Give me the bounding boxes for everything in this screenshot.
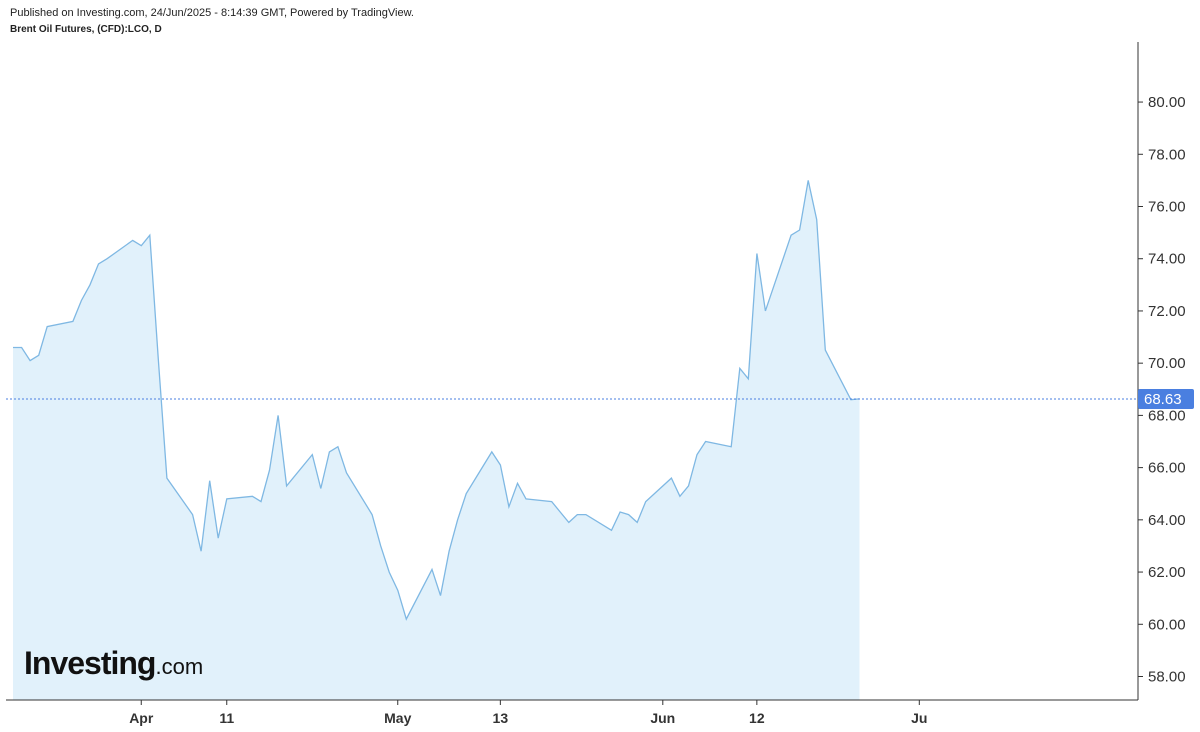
x-tick-label: Jun (650, 710, 675, 726)
logo-brand: Investing (24, 645, 156, 681)
price-line (13, 180, 860, 621)
y-tick-label: 74.00 (1148, 251, 1186, 268)
x-tick-label: Ju (911, 710, 927, 726)
last-price-label: 68.63 (1138, 388, 1194, 409)
x-axis-ticks: Apr 11 May 13 Jun 12 Ju (129, 700, 927, 726)
published-note: Published on Investing.com, 24/Jun/2025 … (10, 7, 414, 19)
x-tick-label: 12 (749, 710, 765, 726)
y-tick-label: 58.00 (1148, 669, 1186, 686)
y-tick-label: 60.00 (1148, 616, 1186, 633)
x-tick-label: 11 (219, 710, 234, 726)
y-tick-label: 80.00 (1148, 94, 1186, 111)
x-tick-label: Apr (129, 710, 154, 726)
y-tick-label: 78.00 (1148, 146, 1186, 163)
investing-logo: Investing.com (24, 645, 203, 682)
y-tick-label: 70.00 (1148, 355, 1186, 372)
y-tick-label: 68.00 (1148, 407, 1186, 424)
y-tick-label: 76.00 (1148, 199, 1186, 216)
y-tick-label: 66.00 (1148, 460, 1186, 477)
y-tick-label: 72.00 (1148, 303, 1186, 320)
symbol-title: Brent Oil Futures, (CFD):LCO, D (10, 24, 162, 35)
last-price-badge (1138, 388, 1194, 409)
x-tick-label: May (384, 710, 411, 726)
last-price-value: 68.63 (1144, 391, 1182, 408)
logo-suffix: .com (155, 654, 204, 679)
area-fill (13, 180, 860, 700)
x-tick-label: 13 (493, 710, 509, 726)
y-axis-ticks: 58.00 60.00 62.00 64.00 66.00 68.00 70.00 72.00… (1138, 94, 1186, 686)
y-tick-label: 64.00 (1148, 512, 1186, 529)
y-tick-label: 62.00 (1148, 564, 1186, 581)
